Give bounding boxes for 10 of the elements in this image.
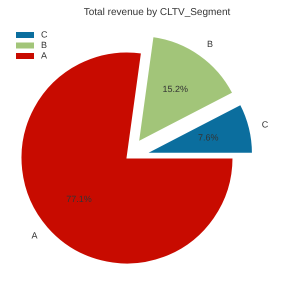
- legend-label: C: [41, 29, 48, 40]
- data-label: 77.1%: [66, 194, 92, 204]
- slice-label: B: [207, 39, 214, 50]
- legend-label: A: [41, 50, 48, 60]
- legend-label: B: [41, 40, 48, 50]
- slice-label: A: [31, 230, 38, 240]
- chart-title: Total revenue by CLTV_Segment: [84, 7, 231, 18]
- data-label: 15.2%: [162, 84, 188, 94]
- data-label: 7.6%: [198, 132, 218, 143]
- category-label: C: [262, 120, 268, 130]
